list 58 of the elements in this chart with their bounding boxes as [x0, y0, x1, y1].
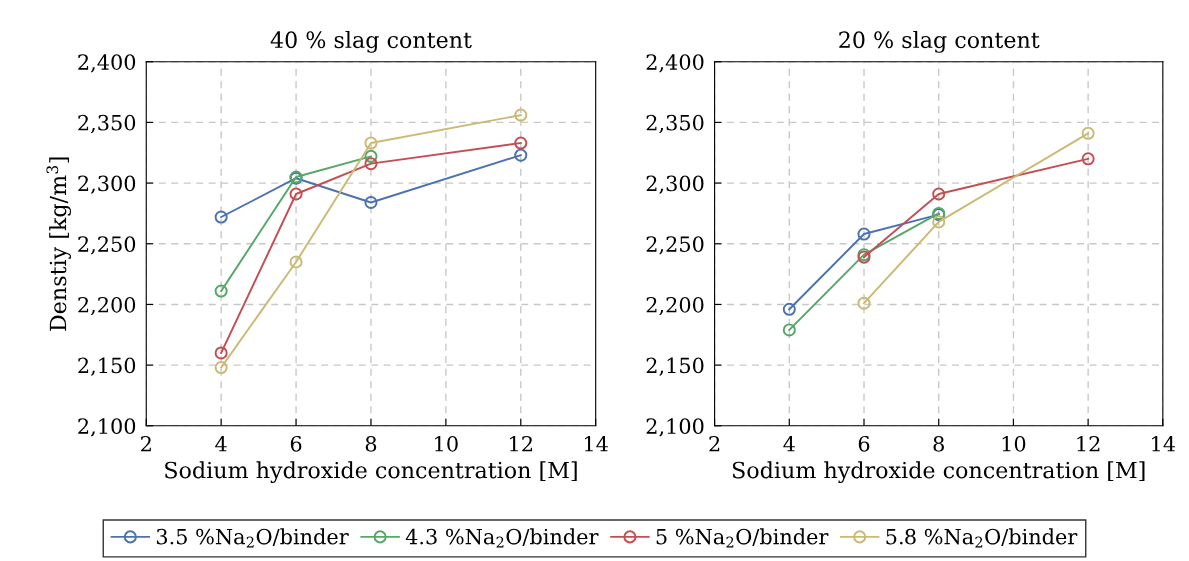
chart-title: 20 % slag content: [839, 30, 1040, 53]
y-tick-label: 2,200: [646, 296, 704, 316]
y-tick-label: 2,250: [78, 236, 136, 255]
point: [782, 302, 796, 316]
y-axis-title: Denstiy [kg/m$^{3}$]: [46, 157, 71, 331]
y-tick-label: 2,300: [78, 175, 136, 194]
y-tick-label: 2,200: [78, 296, 136, 316]
point: [364, 157, 378, 171]
x-tick-label: 12: [1077, 435, 1100, 452]
legend-label: 5 %Na$_{2}$O/binder: [656, 528, 829, 548]
x-tick-label: 14: [1152, 435, 1176, 452]
x-tick-label: 2: [709, 435, 720, 452]
x-tick-label: 14: [584, 435, 608, 452]
point: [289, 187, 303, 201]
x-axis-title: Sodium hydroxide concentration [M]: [732, 461, 1145, 484]
y-tick-label: 2,100: [646, 418, 704, 437]
x-axis-title: Sodium hydroxide concentration [M]: [165, 461, 577, 484]
point: [214, 361, 228, 375]
point: [857, 227, 871, 241]
y-tick-label: 2,350: [78, 114, 136, 134]
point: [214, 210, 228, 224]
y-tick-label: 2,250: [646, 236, 704, 255]
x-tick-label: 4: [783, 435, 795, 452]
legend-label: 3.5 %Na$_{2}$O/binder: [156, 528, 349, 548]
y-tick-label: 2,400: [646, 54, 704, 73]
point: [857, 296, 871, 310]
y-tick-label: 2,350: [646, 114, 704, 134]
point: [364, 149, 378, 163]
x-tick-label: 6: [290, 435, 302, 452]
x-tick-label: 10: [1002, 435, 1026, 452]
point: [932, 215, 946, 229]
point: [782, 323, 796, 337]
chart-title: 40 % slag content: [270, 30, 472, 53]
point: [214, 284, 228, 298]
x-tick-label: 10: [435, 435, 458, 452]
point: [514, 148, 528, 162]
x-tick-label: 8: [933, 435, 944, 452]
x-tick-label: 4: [215, 435, 227, 452]
point: [514, 136, 528, 150]
legend-label: 4.3 %Na$_{2}$O/binder: [405, 528, 599, 548]
y-tick-label: 2,100: [78, 418, 136, 437]
x-tick-label: 6: [858, 435, 870, 452]
point: [932, 187, 946, 201]
point: [514, 108, 528, 122]
point: [364, 136, 378, 150]
point: [364, 195, 378, 210]
y-tick-label: 2,150: [78, 357, 136, 376]
point: [1081, 152, 1095, 166]
point: [1081, 126, 1095, 140]
y-tick-label: 2,300: [646, 175, 704, 194]
y-tick-label: 2,150: [646, 357, 704, 376]
x-tick-label: 2: [141, 435, 151, 452]
y-tick-label: 2,400: [78, 54, 136, 73]
point: [214, 346, 228, 360]
point: [289, 255, 303, 269]
legend-label: 5.8 %Na$_{2}$O/binder: [886, 528, 1078, 548]
x-tick-label: 8: [365, 435, 377, 452]
x-tick-label: 12: [510, 435, 532, 452]
